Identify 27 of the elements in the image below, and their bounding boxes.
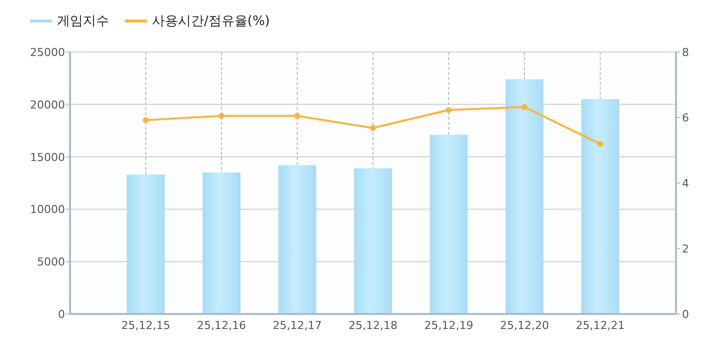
y2-tick-label: 4: [682, 177, 689, 190]
point: [294, 112, 300, 119]
point: [142, 117, 149, 124]
point: [446, 106, 452, 113]
y-tick-label: 10000: [30, 203, 65, 216]
x-tick-label: 25,12,20: [500, 319, 549, 332]
point: [597, 141, 604, 148]
point: [370, 124, 376, 131]
y-tick-label: 5000: [37, 256, 65, 269]
y2-tick-label: 6: [682, 112, 689, 124]
x-tick-label: 25,12,19: [424, 319, 474, 332]
y-tick-label: 0: [58, 308, 65, 321]
y2-tick-label: 0: [682, 308, 689, 321]
legend-label: 사용시간/점유율(%): [152, 14, 270, 29]
x-tick-label: 25,12,21: [576, 319, 625, 332]
y2-tick-label: 8: [682, 46, 689, 59]
x-tick-label: 25,12,15: [121, 319, 170, 332]
x-tick-label: 25,12,16: [197, 319, 246, 332]
point: [522, 104, 528, 110]
y-tick-label: 15000: [30, 150, 65, 164]
legend-label: 게임지수: [57, 14, 109, 29]
y-tick-label: 25000: [30, 46, 65, 59]
point: [218, 112, 224, 119]
y2-tick-label: 2: [682, 242, 689, 256]
y-tick-label: 20000: [30, 98, 65, 112]
x-tick-label: 25,12,17: [272, 319, 322, 332]
x-tick-label: 25,12,18: [348, 319, 398, 332]
